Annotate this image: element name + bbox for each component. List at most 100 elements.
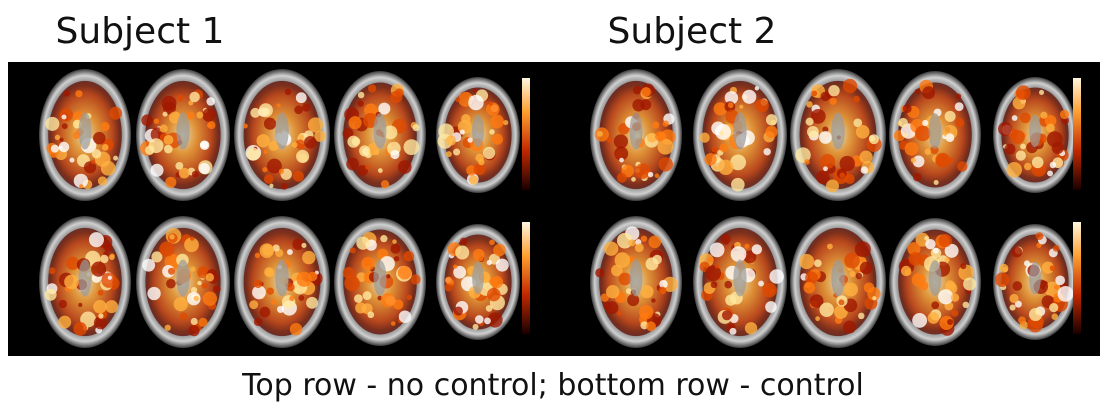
activation-blob xyxy=(765,301,777,313)
activation-blob xyxy=(1024,163,1032,171)
colorbar xyxy=(1073,78,1081,190)
activation-blob xyxy=(179,168,190,179)
colorbar xyxy=(522,222,530,334)
activation-blob xyxy=(1040,112,1047,119)
activation-blob xyxy=(298,134,303,139)
activation-blob xyxy=(93,300,107,314)
activation-blob xyxy=(264,118,276,130)
activation-blob xyxy=(489,239,495,245)
activation-blob xyxy=(198,318,207,327)
activation-blob xyxy=(856,273,862,279)
ventricle xyxy=(374,260,387,296)
activation-blob xyxy=(59,142,69,152)
activation-blob xyxy=(1060,110,1069,119)
activation-blob xyxy=(188,325,199,336)
activation-blob xyxy=(934,180,939,185)
activation-blob xyxy=(651,298,656,303)
activation-blob xyxy=(903,104,912,113)
activation-blob xyxy=(898,118,908,128)
activation-blob xyxy=(648,236,661,249)
activation-blob xyxy=(202,283,208,289)
ventricle xyxy=(733,113,746,150)
activation-blob xyxy=(925,239,935,249)
activation-blob xyxy=(98,313,103,318)
activation-blob xyxy=(203,291,217,305)
activation-blob xyxy=(490,115,504,129)
activation-blob xyxy=(141,115,153,127)
activation-blob xyxy=(855,241,871,257)
activation-blob xyxy=(478,256,483,261)
activation-blob xyxy=(213,285,221,293)
activation-blob xyxy=(952,310,959,317)
activation-blob xyxy=(655,173,660,178)
activation-blob xyxy=(1050,265,1056,271)
activation-blob xyxy=(304,136,316,148)
activation-blob xyxy=(901,266,911,276)
activation-blob xyxy=(164,135,174,145)
activation-blob xyxy=(93,132,105,144)
activation-blob xyxy=(391,321,396,326)
activation-blob xyxy=(945,257,950,262)
ventricle xyxy=(275,260,288,297)
activation-blob xyxy=(91,262,106,277)
activation-blob xyxy=(190,266,195,271)
activation-blob xyxy=(853,96,860,103)
activation-blob xyxy=(267,288,274,295)
activation-blob xyxy=(160,125,168,133)
activation-blob xyxy=(744,244,749,249)
activation-blob xyxy=(814,259,822,267)
activation-blob xyxy=(390,150,399,159)
activation-blob xyxy=(827,244,833,250)
colorbar xyxy=(522,78,530,190)
activation-blob xyxy=(1016,151,1026,161)
ventricle xyxy=(1029,115,1041,147)
activation-blob xyxy=(159,242,174,257)
activation-blob xyxy=(820,154,835,169)
activation-blob xyxy=(963,277,976,290)
activation-blob xyxy=(392,239,397,244)
activation-blob xyxy=(164,145,173,154)
activation-blob xyxy=(912,273,926,287)
activation-blob xyxy=(718,160,733,175)
activation-blob xyxy=(363,291,372,300)
activation-blob xyxy=(635,163,650,178)
activation-blob xyxy=(398,160,412,174)
activation-blob xyxy=(55,135,60,140)
activation-blob xyxy=(1053,245,1060,252)
activation-blob xyxy=(386,274,390,278)
activation-blob xyxy=(922,86,935,99)
activation-blob xyxy=(289,296,294,301)
panel-title: Subject 1 xyxy=(56,11,225,52)
activation-blob xyxy=(960,263,966,269)
activation-blob xyxy=(254,318,262,326)
activation-blob xyxy=(1006,162,1022,178)
activation-blob xyxy=(354,294,363,303)
activation-blob xyxy=(187,111,195,119)
activation-blob xyxy=(453,265,457,269)
activation-blob xyxy=(246,148,259,161)
activation-blob xyxy=(1050,162,1056,168)
activation-blob xyxy=(640,285,653,298)
activation-blob xyxy=(302,251,315,264)
activation-blob xyxy=(197,281,201,285)
activation-blob xyxy=(102,144,109,151)
ventricle xyxy=(176,260,189,297)
caption: Top row - no control; bottom row - contr… xyxy=(241,368,864,403)
activation-blob xyxy=(398,266,412,280)
activation-blob xyxy=(856,125,870,139)
activation-blob xyxy=(1036,232,1044,240)
activation-blob xyxy=(769,269,784,284)
activation-blob xyxy=(190,236,194,240)
activation-blob xyxy=(301,243,306,248)
ventricle xyxy=(79,113,92,150)
activation-blob xyxy=(407,295,412,300)
activation-blob xyxy=(1029,308,1042,321)
ventricle xyxy=(1029,262,1041,294)
activation-blob xyxy=(200,141,208,149)
activation-blob xyxy=(367,311,374,318)
ventricle xyxy=(831,260,844,297)
activation-blob xyxy=(60,108,73,121)
ventricle xyxy=(630,113,643,150)
activation-blob xyxy=(999,264,1008,273)
activation-blob xyxy=(838,299,844,305)
